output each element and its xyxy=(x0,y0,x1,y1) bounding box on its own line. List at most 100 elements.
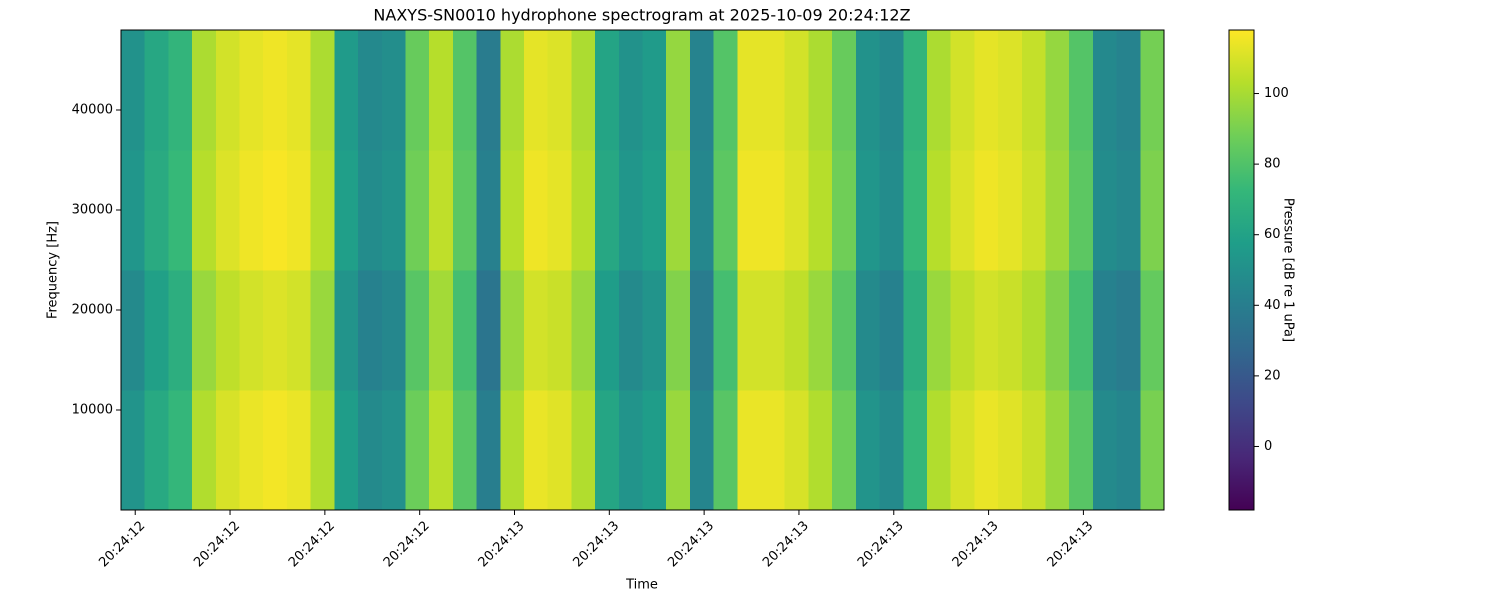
heatmap-cell xyxy=(903,390,928,510)
heatmap-cell xyxy=(144,150,169,271)
heatmap-cell xyxy=(215,390,241,510)
heatmap-cell xyxy=(121,270,146,391)
heatmap-cell xyxy=(334,390,359,510)
heatmap-cell xyxy=(808,150,833,271)
heatmap-cell xyxy=(500,270,525,391)
heatmap-cell xyxy=(334,150,359,271)
heatmap-cell xyxy=(1116,270,1141,391)
heatmap-cell xyxy=(950,30,975,151)
heatmap-cell xyxy=(998,270,1023,391)
heatmap-cell xyxy=(1045,30,1070,151)
x-tick-label: 20:24:13 xyxy=(1045,518,1097,570)
heatmap-cell xyxy=(761,30,786,151)
heatmap-cell xyxy=(286,270,312,391)
heatmap-cell xyxy=(192,390,217,510)
heatmap-cell xyxy=(832,390,857,510)
heatmap-cell xyxy=(168,270,193,391)
plot-frame xyxy=(120,29,1165,511)
heatmap-cell xyxy=(713,390,738,510)
heatmap-cell xyxy=(618,150,643,271)
colorbar xyxy=(1228,29,1255,511)
heatmap-cell xyxy=(239,150,264,271)
heatmap-cell xyxy=(1045,270,1070,391)
colorbar-tick-label: 80 xyxy=(1264,157,1281,172)
heatmap-cell xyxy=(879,30,904,151)
heatmap-cell xyxy=(761,390,786,510)
heatmap-cell xyxy=(713,30,738,151)
heatmap-cell xyxy=(571,30,596,151)
heatmap-cell xyxy=(808,30,833,151)
heatmap-cell xyxy=(310,270,335,391)
heatmap-cell xyxy=(689,150,715,271)
x-tick-label: 20:24:12 xyxy=(191,518,243,570)
heatmap-cell xyxy=(452,390,478,510)
heatmap-cell xyxy=(571,270,596,391)
x-tick-label: 20:24:13 xyxy=(950,518,1002,570)
x-tick-label: 20:24:13 xyxy=(570,518,622,570)
heatmap-cell xyxy=(595,30,620,151)
x-tick-label: 20:24:12 xyxy=(286,518,338,570)
colorbar-label: Pressure [dB re 1 uPa] xyxy=(1281,198,1296,342)
heatmap-cell xyxy=(405,390,430,510)
heatmap-cell xyxy=(998,390,1023,510)
colorbar-tick-label: 40 xyxy=(1264,298,1281,313)
heatmap-cell xyxy=(1092,390,1118,510)
heatmap-cell xyxy=(239,270,264,391)
x-axis-label: Time xyxy=(625,578,658,593)
heatmap-cell xyxy=(998,30,1023,151)
heatmap-cell xyxy=(784,390,809,510)
heatmap-cell xyxy=(286,390,312,510)
heatmap-cell xyxy=(1140,30,1164,151)
colorbar-tick-label: 60 xyxy=(1264,227,1281,242)
x-tick-label: 20:24:13 xyxy=(855,518,907,570)
heatmap-cell xyxy=(1116,150,1141,271)
heatmap-cell xyxy=(1116,390,1141,510)
heatmap-cell xyxy=(689,30,715,151)
heatmap-cell xyxy=(215,270,241,391)
heatmap-cell xyxy=(761,270,786,391)
heatmap-cell xyxy=(523,390,549,510)
heatmap-cell xyxy=(500,30,525,151)
heatmap-cell xyxy=(950,270,975,391)
heatmap-cell xyxy=(618,270,643,391)
heatmap-cell xyxy=(476,270,501,391)
x-tick-label: 20:24:13 xyxy=(476,518,528,570)
heatmap-cell xyxy=(974,30,999,151)
heatmap-cell xyxy=(855,30,881,151)
heatmap-cell xyxy=(926,270,952,391)
heatmap-cell xyxy=(476,150,501,271)
x-tick-label: 20:24:12 xyxy=(96,518,148,570)
heatmap-cell xyxy=(358,390,383,510)
heatmap-cell xyxy=(144,30,169,151)
heatmap-cell xyxy=(713,270,738,391)
heatmap-cell xyxy=(855,150,881,271)
heatmap-cell xyxy=(429,270,454,391)
y-tick-label: 40000 xyxy=(72,103,113,118)
heatmap-cell xyxy=(974,270,999,391)
heatmap-cell xyxy=(1116,30,1141,151)
heatmap-cell xyxy=(832,150,857,271)
heatmap-cell xyxy=(192,30,217,151)
heatmap-cell xyxy=(452,30,478,151)
heatmap-cell xyxy=(121,390,146,510)
heatmap-cell xyxy=(215,30,241,151)
heatmap-cell xyxy=(144,390,169,510)
heatmap-cell xyxy=(737,270,762,391)
heatmap-cell xyxy=(903,30,928,151)
heatmap-cell xyxy=(926,150,952,271)
heatmap-cell xyxy=(310,390,335,510)
heatmap-cell xyxy=(263,390,288,510)
heatmap-cell xyxy=(666,270,691,391)
heatmap-cell xyxy=(405,30,430,151)
heatmap-cell xyxy=(689,390,715,510)
heatmap-cell xyxy=(689,270,715,391)
y-tick-label: 30000 xyxy=(72,203,113,218)
heatmap-cell xyxy=(595,150,620,271)
heatmap-cell xyxy=(1045,150,1070,271)
heatmap-cell xyxy=(737,30,762,151)
heatmap-cell xyxy=(737,150,762,271)
heatmap-cell xyxy=(286,150,312,271)
heatmap-cell xyxy=(1021,270,1046,391)
heatmap-cell xyxy=(239,390,264,510)
